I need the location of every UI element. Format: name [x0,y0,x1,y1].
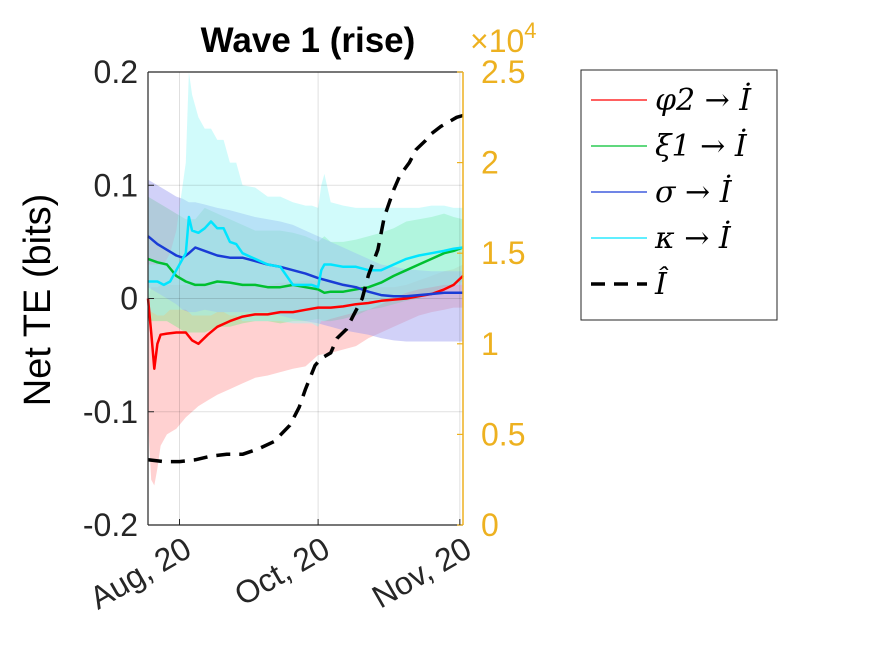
series-line-2 [147,235,463,298]
band-1 [148,196,463,333]
y2-tick-label: 2.5 [481,54,525,90]
legend-entry-4: Î [654,266,669,302]
x-tick-label: Nov, 20 [366,530,477,615]
legend-entry-0: φ2 → İ [655,82,752,118]
legend: φ2 → İ ξ1 → İ σ → İ κ → İ Î [580,69,778,321]
legend-entry-3: κ → İ [654,220,732,256]
y2-exponent-label: ×104 [470,18,537,59]
band-0 [148,264,463,486]
series-line-4 [147,113,464,464]
band-3 [148,72,463,327]
x-tick-label: Oct, 20 [228,530,335,613]
legend-entry-1: ξ1 → İ [655,128,748,164]
series-line-3 [148,215,464,289]
y2-tick-label: 1 [481,326,499,362]
y-tick-label: -0.2 [83,507,138,543]
series-line-0 [146,274,464,370]
y2-tick-label: 1.5 [481,235,525,271]
y2-tick-label: 0.5 [481,416,525,452]
y-tick-label: 0.2 [94,54,138,90]
legend-box [580,69,778,321]
y2-tick-label: 2 [481,145,499,181]
series-line-1 [147,246,464,295]
chart-title: Wave 1 (rise) [201,21,416,60]
y-tick-label: 0 [120,281,138,317]
y-axis-label: Net TE (bits) [17,194,59,407]
legend-entry-2: σ → İ [655,174,733,210]
y-tick-label: -0.1 [83,394,138,430]
series-lines [146,113,464,464]
y2-tick-label: 0 [481,507,499,543]
y-tick-label: 0.1 [94,167,138,203]
